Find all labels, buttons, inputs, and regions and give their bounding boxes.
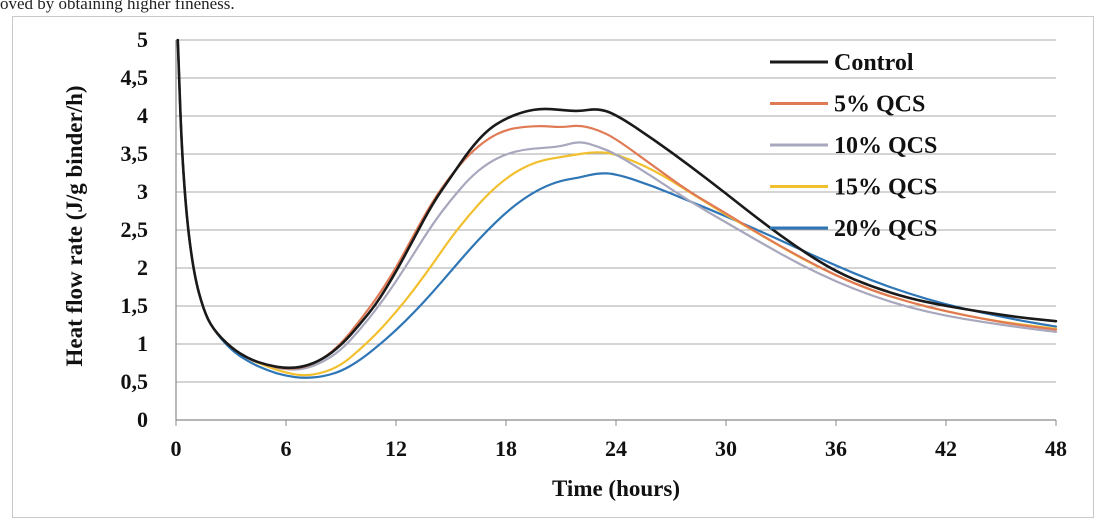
y-tick-label: 4,5 — [121, 65, 149, 90]
chart-frame — [12, 16, 1094, 518]
legend: Control 5% QCS 10% QCS 15% QCS 20% QCS — [770, 50, 937, 242]
x-tick-label: 6 — [281, 436, 292, 461]
series-line-control — [176, 38, 1058, 370]
x-tick-label: 18 — [495, 436, 517, 461]
legend-label: 15% QCS — [834, 175, 937, 201]
x-tick-label: 24 — [605, 436, 627, 461]
legend-label: Control — [834, 50, 914, 76]
x-tick-label: 12 — [385, 436, 407, 461]
y-tick-label: 5 — [137, 27, 148, 52]
legend-label: 20% QCS — [834, 216, 937, 242]
x-tick-label: 48 — [1045, 436, 1067, 461]
y-tick-label: 3 — [137, 179, 148, 204]
y-tick-label: 2 — [137, 255, 148, 280]
y-axis-title: Heat flow rate (J/g binder/h) — [62, 85, 87, 366]
y-tick-labels: 0 0,5 1 1,5 2 2,5 3 3,5 4 4,5 5 — [121, 27, 149, 432]
gridlines — [176, 39, 1056, 383]
y-tick-label: 4 — [137, 103, 148, 128]
caption-fragment: oved by obtaining higher fineness. — [0, 0, 235, 13]
y-tick-label: 0 — [137, 407, 148, 432]
y-tick-label: 3,5 — [121, 141, 149, 166]
y-tick-label: 1 — [137, 331, 148, 356]
x-tick-labels: 0 6 12 18 24 30 36 42 48 — [171, 436, 1068, 461]
y-tick-label: 2,5 — [121, 217, 149, 242]
series-line-10-qcs — [176, 38, 1058, 371]
x-tick-label: 30 — [715, 436, 737, 461]
series-line-5-qcs — [176, 38, 1058, 370]
y-tick-label: 0,5 — [121, 369, 149, 394]
series-lines — [176, 38, 1058, 379]
legend-label: 10% QCS — [834, 133, 937, 159]
legend-label: 5% QCS — [834, 92, 925, 118]
x-tick-label: 0 — [171, 436, 182, 461]
x-axis-title: Time (hours) — [552, 476, 680, 501]
series-line-20-qcs — [176, 38, 1058, 379]
series-line-15-qcs — [176, 38, 1058, 377]
y-tick-label: 1,5 — [121, 293, 149, 318]
x-tick-label: 36 — [825, 436, 847, 461]
axes — [175, 40, 1057, 426]
x-tick-label: 42 — [935, 436, 957, 461]
